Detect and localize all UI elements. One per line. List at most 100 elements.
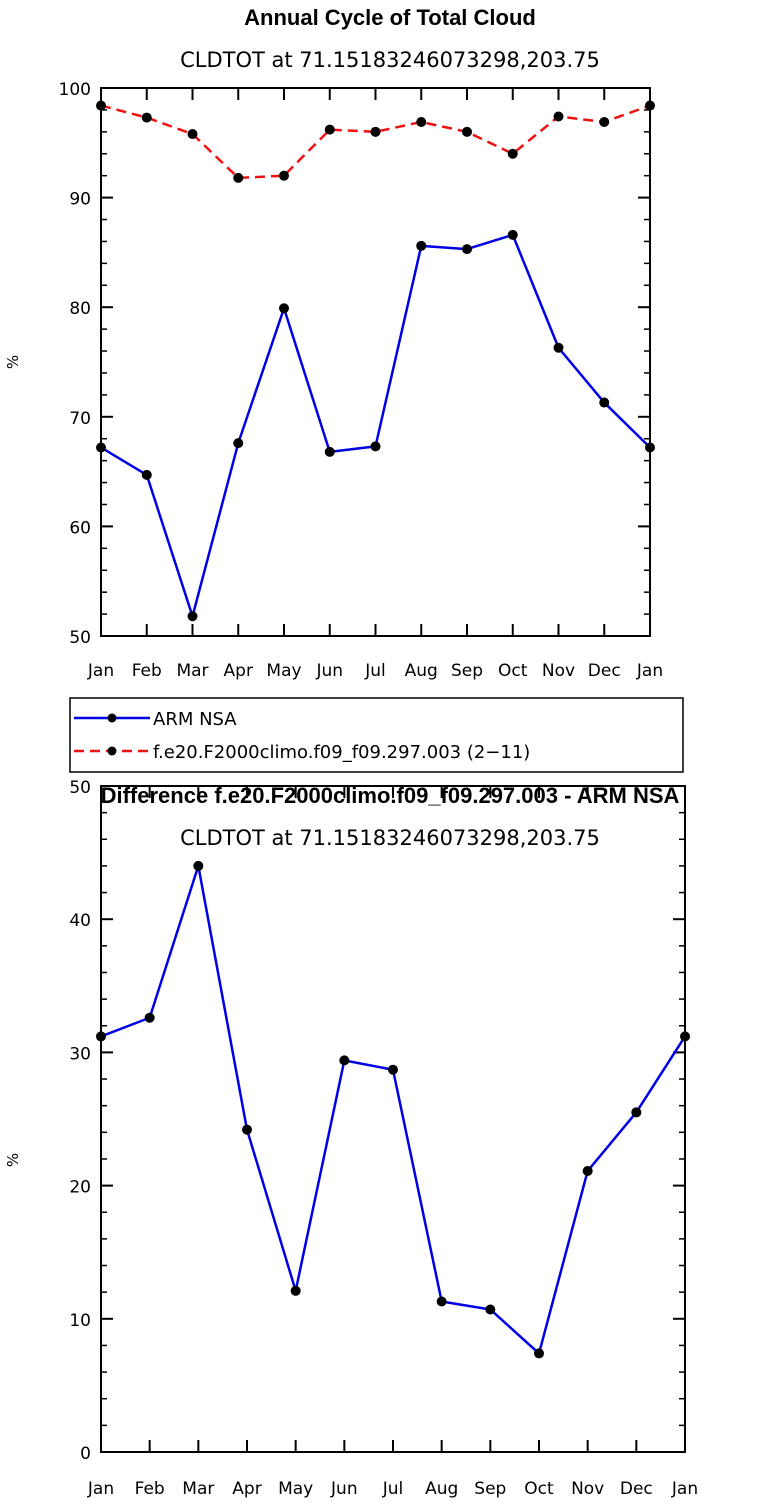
x-tick-label: Feb (135, 1479, 165, 1499)
y-tick-label: 20 (69, 1178, 91, 1198)
y-tick-label: 100 (59, 80, 91, 100)
y-tick-label: 50 (69, 628, 91, 648)
data-point (436, 1296, 447, 1307)
x-tick-label: Apr (232, 1479, 261, 1499)
data-point (534, 1348, 544, 1359)
x-tick-label: Dec (588, 661, 621, 681)
y-tick-label: 30 (69, 1044, 91, 1064)
data-point (416, 240, 427, 251)
data-point (279, 170, 289, 181)
x-tick-label: Aug (405, 661, 438, 681)
data-point (485, 1304, 496, 1315)
data-point (96, 100, 106, 111)
data-point (96, 1031, 106, 1042)
data-point (462, 244, 472, 255)
x-tick-label: Jan (87, 1479, 114, 1499)
x-tick-label: Feb (132, 661, 162, 681)
x-tick-label: Nov (542, 661, 575, 681)
x-tick-label: Mar (182, 1479, 214, 1499)
data-point (242, 1124, 252, 1135)
data-point (144, 1012, 155, 1023)
plot-area: 0 10 20 30 40 50 Jan Feb Mar Apr May Jun Jul Aug Sep Oc… (69, 778, 698, 1499)
data-point (507, 229, 518, 240)
x-tick-label: Jan (87, 661, 114, 681)
y-tick-label: 60 (69, 518, 91, 538)
difference-chart: Difference f.e20.F2000climo.f09_f09.297.… (4, 778, 698, 1499)
x-tick-label: Jun (315, 661, 343, 681)
data-point (193, 860, 204, 871)
x-tick-label: Jun (330, 1479, 358, 1499)
data-point (507, 148, 518, 159)
x-tick-label: May (266, 661, 301, 681)
x-tick-label: Apr (224, 661, 253, 681)
data-point (582, 1165, 593, 1176)
x-tick-label: Jan (671, 1479, 698, 1499)
data-point (416, 116, 427, 127)
data-point (631, 1107, 642, 1118)
legend-label-arm-nsa: ARM NSA (153, 709, 237, 730)
x-tick-label: Sep (451, 661, 483, 681)
x-tick-label: Jul (364, 661, 386, 681)
data-point (96, 442, 106, 453)
x-tick-label: Oct (498, 661, 528, 681)
legend-label-model: f.e20.F2000climo.f09_f09.297.003 (2−11) (153, 742, 530, 763)
data-point (187, 611, 198, 622)
x-tick-label: Sep (474, 1479, 506, 1499)
data-point (233, 438, 244, 449)
chart-subtitle: CLDTOT at 71.15183246073298,203.75 (180, 48, 600, 72)
data-point (324, 124, 335, 135)
x-tick-label: Nov (571, 1479, 604, 1499)
series-line-0 (100, 233, 651, 618)
legend-entry-model: f.e20.F2000climo.f09_f09.297.003 (2−11) (74, 742, 530, 763)
data-point (462, 126, 472, 137)
data-point (279, 303, 289, 314)
data-point (187, 129, 198, 140)
data-point (388, 1064, 398, 1075)
y-tick-label: 10 (69, 1311, 91, 1331)
data-point (290, 1285, 301, 1296)
legend-box (69, 697, 684, 773)
plot-frame (100, 785, 686, 1453)
data-point (339, 1055, 350, 1066)
data-point (370, 126, 381, 137)
data-point (599, 397, 610, 408)
chart-title: Difference f.e20.F2000climo.f09_f09.297.… (101, 783, 680, 808)
x-tick-label: Dec (620, 1479, 653, 1499)
series-line-1 (100, 104, 651, 180)
chart-title: Annual Cycle of Total Cloud (244, 5, 536, 30)
data-point (680, 1031, 690, 1042)
data-point (599, 116, 610, 127)
x-tick-label: Oct (524, 1479, 554, 1499)
chart-subtitle: CLDTOT at 71.15183246073298,203.75 (180, 826, 600, 850)
y-tick-label: 50 (69, 778, 91, 798)
x-tick-label: May (278, 1479, 313, 1499)
y-tick-label: 80 (69, 299, 91, 319)
plot-frame (100, 87, 651, 637)
y-tick-label: 90 (69, 190, 91, 210)
y-tick-label: 70 (69, 409, 91, 429)
x-tick-label: Aug (425, 1479, 458, 1499)
y-axis-label: % (4, 355, 22, 369)
data-point (141, 112, 152, 123)
data-point (553, 342, 564, 353)
x-tick-label: Mar (176, 661, 208, 681)
data-point (233, 172, 244, 183)
series-line-0 (100, 864, 687, 1355)
x-tick-label: Jul (382, 1479, 404, 1499)
data-point (553, 111, 564, 122)
data-point (324, 446, 335, 457)
y-axis-label: % (4, 1153, 22, 1167)
legend-entry-arm-nsa: ARM NSA (74, 709, 237, 730)
legend-marker-arm-nsa (107, 713, 117, 723)
y-tick-label: 0 (80, 1444, 91, 1464)
data-point (645, 442, 655, 453)
data-point (370, 441, 381, 452)
legend-marker-model (107, 746, 117, 756)
y-tick-label: 40 (69, 911, 91, 931)
plot-area: 50 60 70 80 90 100 Jan Feb Mar Apr May Jun Jul Aug Sep… (59, 80, 664, 681)
data-point (645, 100, 655, 111)
x-tick-label: Jan (636, 661, 663, 681)
legend: ARM NSA f.e20.F2000climo.f09_f09.297.003… (69, 697, 684, 773)
data-point (141, 469, 152, 480)
